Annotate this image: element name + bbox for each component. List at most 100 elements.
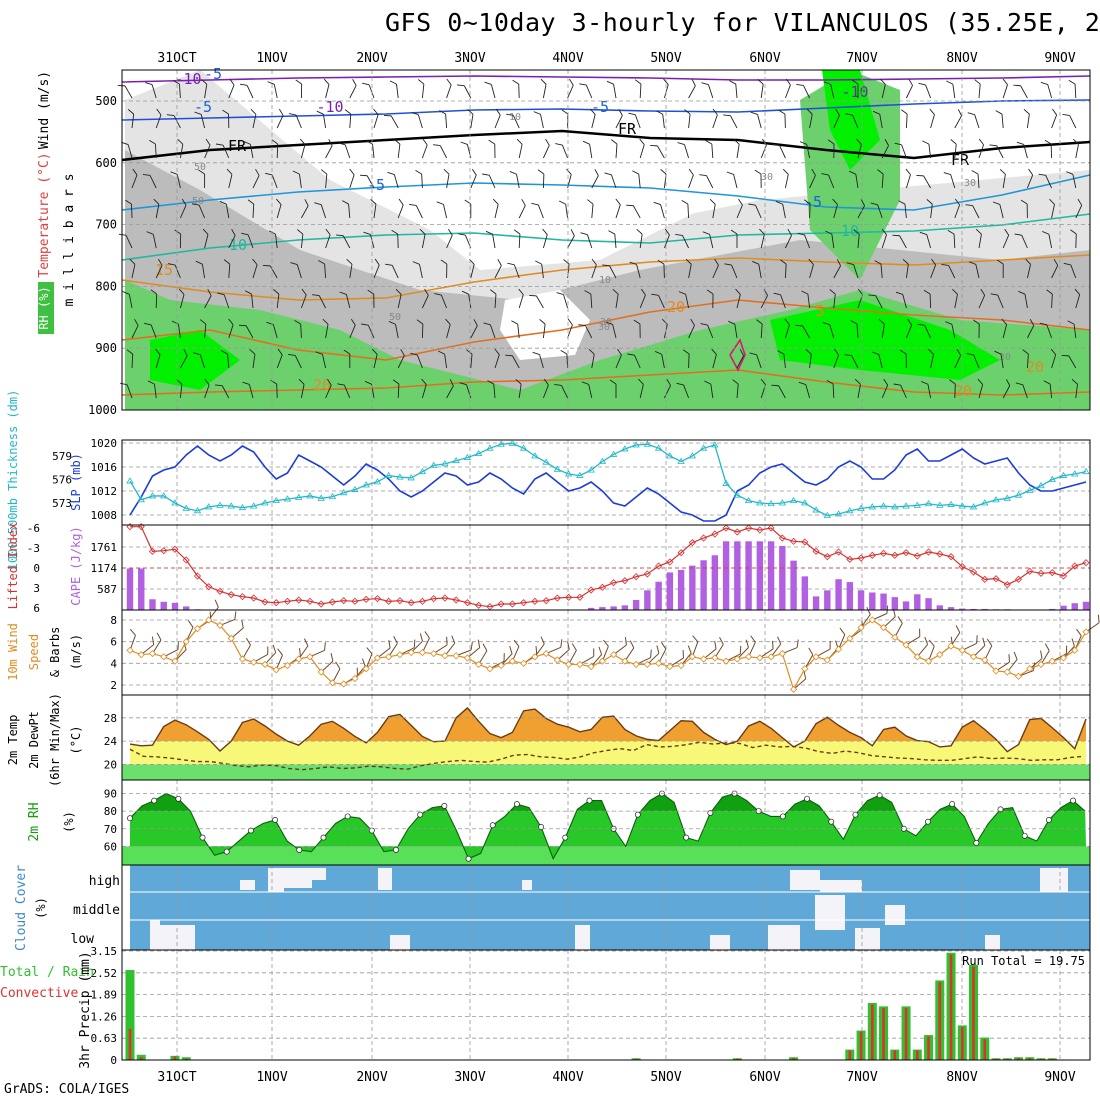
barb-feather (772, 143, 780, 146)
barb-feather (929, 108, 935, 115)
lifted-index-marker (778, 534, 786, 542)
rh2m-marker (296, 846, 303, 853)
wind-speed-marker (418, 648, 426, 657)
barb-shaft (905, 85, 913, 99)
barb-feather (295, 79, 302, 85)
wind-speed-marker (340, 680, 348, 688)
upper-wind-barb (1039, 322, 1053, 339)
barb-feather (299, 648, 301, 657)
lifted-index-marker (295, 596, 303, 604)
barb-shaft (222, 145, 230, 159)
barb-shaft (1040, 650, 1050, 665)
barb-shaft (1051, 265, 1059, 279)
wind-axis-label-2: Speed (27, 634, 41, 670)
barb-shaft (178, 84, 181, 99)
cape-bar (779, 545, 786, 610)
barb-feather (587, 199, 594, 205)
barb-feather (846, 262, 854, 266)
barb-feather (782, 168, 789, 175)
barb-shaft (373, 354, 378, 369)
cape-bar (183, 606, 190, 610)
upper-wind-barb (1067, 320, 1077, 339)
barb-shaft (557, 649, 570, 661)
barb-feather (836, 259, 841, 266)
upper-wind-barb (470, 319, 478, 339)
barb-shaft (542, 145, 550, 159)
barb-shaft (1072, 174, 1077, 189)
barb-feather (409, 204, 417, 206)
surface-wind-barb (703, 640, 717, 660)
barb-feather (255, 168, 260, 176)
barb-shaft (615, 354, 622, 369)
barb-shaft (894, 622, 903, 638)
date-label-top: 9NOV (1044, 51, 1075, 66)
upper-wind-barb (989, 144, 1004, 159)
precip-convective-bar (1039, 1058, 1043, 1060)
barb-feather (416, 319, 424, 325)
upper-wind-barb (780, 259, 787, 279)
barb-feather (245, 637, 251, 646)
barb-shaft (881, 174, 884, 189)
barb-shaft (662, 114, 665, 129)
barb-shaft (830, 84, 835, 99)
barb-shaft (397, 144, 401, 159)
rh2m-marker (368, 827, 375, 834)
upper-wind-barb (784, 78, 791, 99)
surface-wind-barb (1029, 650, 1043, 670)
surface-wind-barb (557, 641, 570, 661)
barb-shaft (878, 354, 883, 369)
cloud-gap (268, 868, 284, 892)
barb-shaft (204, 324, 207, 339)
wind-speed-marker (227, 634, 235, 642)
barb-feather (349, 168, 355, 175)
barb-feather (657, 259, 665, 265)
upper-wind-barb (756, 319, 763, 339)
lifted-index-marker (621, 577, 629, 585)
barb-shaft (688, 114, 691, 129)
upper-wind-barb (730, 229, 738, 248)
wind-speed-marker (1059, 654, 1068, 662)
barb-feather (615, 198, 621, 205)
barb-shaft (516, 174, 520, 189)
thickness-tick-label: 573 (52, 497, 72, 510)
barb-feather (730, 229, 738, 235)
barb-feather (706, 289, 714, 295)
upper-wind-barb (388, 321, 399, 339)
barb-shaft (633, 205, 641, 219)
barb-shaft (793, 678, 806, 690)
barb-shaft (348, 204, 351, 219)
lifted-index-marker (407, 599, 415, 607)
barb-shaft (124, 85, 133, 99)
date-label-top: 6NOV (749, 51, 780, 66)
barb-feather (684, 109, 691, 115)
barb-shaft (712, 265, 719, 279)
barb-shaft (613, 84, 617, 99)
precip-convective-legend: Convective (0, 986, 78, 1001)
barb-feather (244, 290, 252, 295)
wind-speed-marker (879, 624, 888, 632)
upper-wind-barb (733, 138, 740, 159)
upper-wind-barb (799, 141, 811, 159)
barb-shaft (446, 324, 451, 339)
cape-bar (914, 594, 921, 610)
cloud-gap (240, 880, 255, 890)
thickness-marker (148, 492, 157, 499)
cape-tick-label: 587 (97, 583, 117, 596)
upper-wind-barb (1063, 262, 1077, 279)
barb-shaft (561, 385, 569, 399)
lifted-index-marker (520, 599, 528, 607)
barb-feather (626, 204, 634, 207)
thickness-marker (508, 439, 517, 446)
barb-shaft (809, 264, 814, 279)
barb-shaft (736, 144, 740, 159)
barb-shaft (712, 114, 718, 129)
wind-speed-marker (576, 660, 584, 668)
barb-feather (656, 110, 663, 115)
barb-feather (732, 379, 739, 385)
upper-wind-barb (581, 381, 593, 399)
barb-feather (398, 198, 404, 206)
wind-speed-marker (913, 653, 921, 661)
upper-wind-barb (898, 200, 907, 219)
isotherm-label: -10 (841, 83, 868, 101)
cape-bar (677, 569, 685, 610)
